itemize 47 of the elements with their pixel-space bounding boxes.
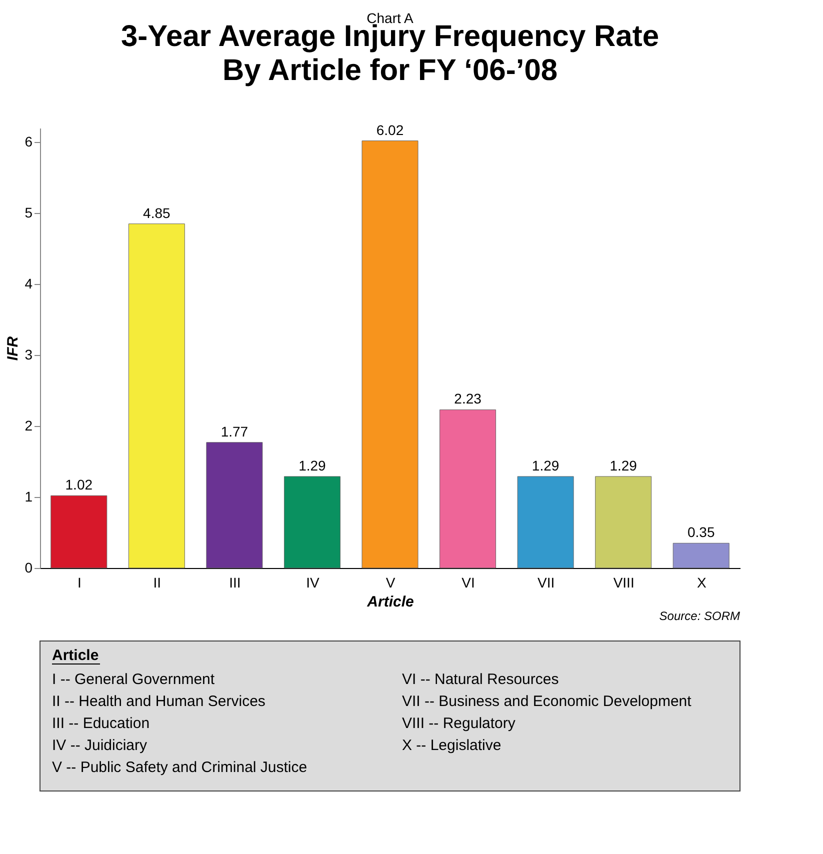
bar (440, 409, 496, 568)
data-label: 1.29 (298, 457, 326, 474)
x-tick-label: I (77, 574, 82, 590)
x-tick-label: X (696, 574, 707, 590)
y-tick-label: 1 (24, 488, 33, 505)
data-label: 6.02 (376, 122, 404, 138)
x-tick-label: VII (537, 574, 555, 590)
data-label: 1.29 (610, 457, 638, 474)
data-label: 1.29 (532, 457, 560, 474)
y-tick-label: 4 (24, 276, 33, 292)
x-tick-label: VI (462, 574, 475, 590)
text: VII -- Business and Economic Development (402, 693, 692, 710)
text: X -- Legislative (402, 737, 502, 754)
text: IV -- Juidiciary (52, 737, 148, 754)
y-tick-label: 6 (24, 134, 33, 150)
y-tick-label: 0 (24, 560, 33, 576)
source-note: Source: SORM (659, 609, 740, 623)
bar (50, 495, 108, 568)
text: VIII -- Regulatory (402, 715, 516, 732)
x-tick-label: IV (306, 574, 320, 590)
text: III -- Education (52, 715, 150, 732)
x-tick-label: III (229, 574, 241, 590)
data-label: 0.35 (687, 524, 715, 540)
text: VI -- Natural Resources (402, 671, 559, 688)
bar (128, 224, 185, 568)
text: I -- General Government (52, 671, 216, 688)
x-tick-label: VIII (613, 574, 634, 590)
y-tick-label: 3 (24, 346, 33, 363)
data-label: 2.23 (454, 390, 482, 407)
bar (362, 140, 418, 568)
bar (672, 542, 730, 568)
y-tick-label: 2 (24, 418, 33, 434)
x-tick-label: II (153, 574, 162, 590)
data-label: 1.02 (65, 476, 93, 493)
bar (517, 476, 574, 568)
y-axis-title: IFR (4, 336, 22, 361)
data-label: 1.77 (220, 423, 248, 440)
y-tick-label: 5 (24, 204, 33, 221)
bar (595, 476, 652, 568)
text: II -- Health and Human Services (52, 693, 266, 710)
data-label: 4.85 (143, 204, 171, 221)
bar (284, 476, 340, 568)
bar (206, 442, 263, 568)
text: V -- Public Safety and Criminal Justice (52, 759, 308, 776)
x-axis-title: Article (366, 594, 414, 610)
x-tick-label: V (386, 574, 396, 590)
legend-title: Article (52, 647, 99, 664)
